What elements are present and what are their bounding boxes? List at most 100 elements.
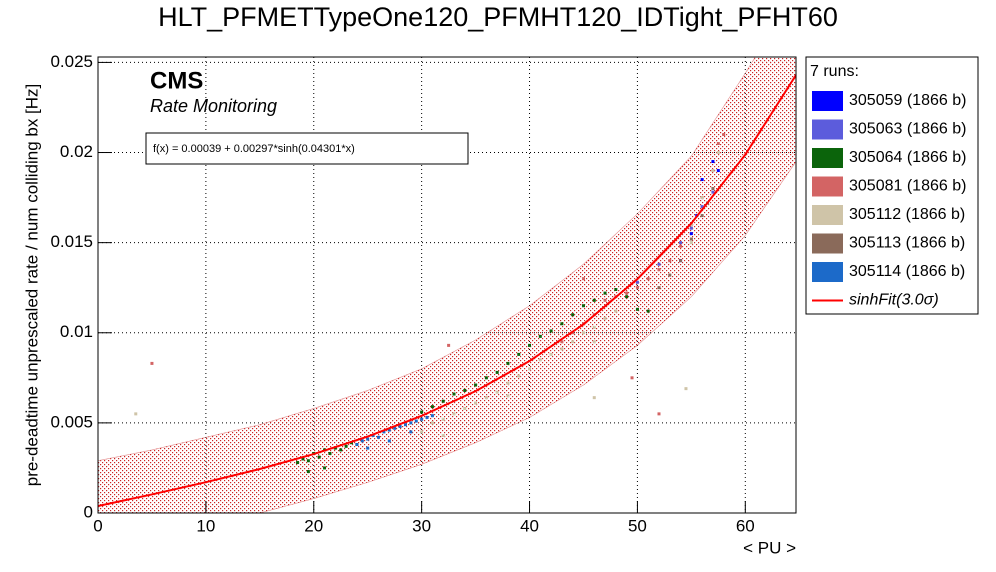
data-point — [420, 410, 424, 414]
data-point — [420, 417, 424, 421]
data-point — [387, 439, 391, 443]
x-tick-label: 10 — [196, 516, 215, 535]
y-tick-label: 0 — [84, 502, 93, 521]
data-point — [134, 412, 138, 416]
data-point — [689, 232, 693, 236]
data-point — [722, 133, 726, 137]
legend-title: 7 runs: — [810, 63, 859, 80]
data-point — [430, 414, 434, 418]
data-point — [366, 446, 370, 450]
legend-swatch — [812, 91, 843, 111]
data-point — [441, 417, 445, 421]
data-point — [603, 316, 607, 320]
data-point — [571, 340, 575, 344]
data-point — [668, 259, 672, 263]
data-point — [441, 399, 445, 403]
legend-swatch — [812, 262, 843, 282]
x-tick-label: 40 — [520, 516, 539, 535]
data-point — [684, 387, 688, 391]
legend: 305059 (1866 b) 305063 (1866 b) 305064 (18… — [812, 91, 966, 309]
x-tick-label: 20 — [304, 516, 323, 535]
data-point — [403, 423, 407, 427]
y-tick-label: 0.02 — [60, 142, 93, 161]
legend-swatch — [812, 205, 843, 225]
data-point — [452, 392, 456, 396]
experiment-label: CMS — [150, 67, 203, 94]
data-point — [716, 142, 720, 146]
data-point — [495, 390, 499, 394]
data-point — [339, 448, 343, 452]
data-point — [387, 428, 391, 432]
data-point — [317, 455, 321, 459]
data-point — [657, 268, 661, 272]
data-point — [452, 412, 456, 416]
data-point — [603, 298, 607, 302]
data-point — [474, 383, 478, 387]
data-point — [306, 459, 310, 463]
data-point — [398, 424, 402, 428]
data-point — [301, 457, 305, 461]
data-point — [635, 286, 639, 290]
legend-swatch — [812, 176, 843, 197]
data-point — [689, 237, 693, 241]
data-point — [560, 347, 564, 351]
data-point — [538, 334, 542, 338]
data-point — [716, 169, 720, 173]
data-point — [441, 433, 445, 437]
data-point — [581, 304, 585, 308]
data-point — [344, 444, 348, 448]
data-point — [495, 370, 499, 374]
data-point — [625, 291, 629, 295]
data-point — [463, 406, 467, 410]
data-point — [306, 470, 310, 474]
data-point — [711, 190, 715, 194]
data-point — [689, 241, 693, 245]
data-point — [560, 340, 564, 344]
data-point — [614, 309, 618, 313]
legend-label: 305114 (1866 b) — [849, 263, 965, 280]
data-point — [668, 273, 672, 277]
data-point — [409, 430, 413, 434]
data-point — [625, 295, 629, 299]
data-point — [328, 452, 332, 456]
data-point — [393, 426, 397, 430]
data-point — [382, 430, 386, 434]
data-point — [689, 226, 693, 230]
data-point — [592, 340, 596, 344]
data-point — [711, 160, 715, 164]
legend-label: 305063 (1866 b) — [849, 121, 966, 138]
data-point — [463, 388, 467, 392]
formula-box — [145, 132, 469, 165]
data-point — [409, 421, 413, 425]
legend-swatch — [812, 119, 843, 140]
data-point — [323, 466, 327, 470]
y-tick-label: 0.01 — [60, 322, 93, 341]
data-point — [474, 401, 478, 405]
data-point — [700, 196, 704, 200]
data-point — [571, 313, 575, 317]
data-point — [355, 443, 359, 447]
data-point — [711, 169, 715, 173]
x-axis-label: < PU > — [743, 538, 796, 557]
data-point — [592, 325, 596, 329]
data-point — [630, 376, 634, 380]
y-tick-label: 0.025 — [50, 52, 93, 71]
data-point — [700, 205, 704, 209]
data-point — [646, 309, 650, 313]
chart-title: HLT_PFMETTypeOne120_PFMHT120_IDTight_PFH… — [158, 2, 838, 32]
x-tick-label: 50 — [628, 516, 647, 535]
data-point — [549, 352, 553, 356]
data-point — [549, 329, 553, 333]
legend-label: 305113 (1866 b) — [849, 235, 965, 252]
data-point — [430, 405, 434, 409]
legend-label: sinhFit(3.0σ) — [849, 292, 939, 309]
data-point — [711, 187, 715, 191]
data-point — [592, 396, 596, 400]
legend-label: 305064 (1866 b) — [849, 149, 966, 166]
data-point — [635, 280, 639, 284]
data-point — [150, 361, 154, 365]
data-point — [679, 259, 683, 263]
y-tick-label: 0.005 — [50, 412, 93, 431]
data-point — [635, 307, 639, 311]
